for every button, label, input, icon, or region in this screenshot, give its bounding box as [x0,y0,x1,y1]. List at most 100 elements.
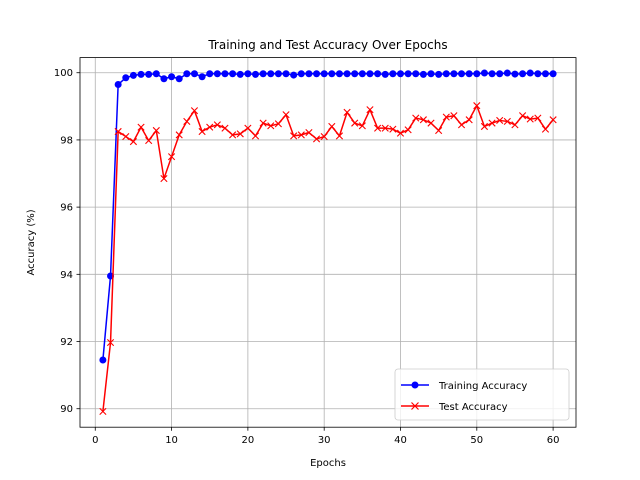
test-accuracy-point [435,126,443,135]
test-accuracy-point [412,114,420,122]
training-accuracy-point [534,70,542,78]
x-tick-label: 30 [318,435,331,446]
training-accuracy-point [351,70,359,78]
y-tick-label: 100 [54,68,73,79]
test-accuracy-point [549,116,557,124]
training-accuracy-point [297,70,305,78]
training-accuracy-point [328,70,336,78]
test-accuracy-point [122,132,130,141]
test-accuracy-point [290,132,298,140]
training-accuracy-point [473,70,481,78]
training-accuracy-point [343,70,351,78]
training-accuracy-point [526,69,534,77]
x-tick-label: 0 [92,435,98,446]
training-accuracy-point [511,70,519,78]
test-accuracy-point [419,116,427,124]
x-tick-label: 20 [242,435,255,446]
test-accuracy-point [343,108,351,116]
training-accuracy-point [488,70,496,78]
training-accuracy-point [374,70,382,78]
test-accuracy-point [137,123,145,131]
training-accuracy-point [160,75,168,83]
test-accuracy-point [145,137,153,145]
test-accuracy-point [427,119,435,127]
x-tick-label: 50 [470,435,483,446]
test-accuracy-point [213,121,221,129]
test-accuracy-point [335,132,344,140]
test-accuracy-point [183,117,191,126]
test-accuracy-point [457,121,466,129]
test-accuracy-point [320,132,328,141]
training-accuracy-point [221,70,229,78]
training-accuracy-point [274,70,282,78]
training-accuracy-point [267,70,275,78]
test-accuracy-point [221,124,229,132]
y-tick-label: 94 [60,270,73,281]
training-accuracy-point [282,70,290,78]
training-accuracy-point [313,70,321,78]
training-accuracy-point [137,70,145,78]
test-accuracy-point [175,131,183,139]
test-accuracy-point [450,112,458,120]
x-axis-label: Epochs [310,458,346,469]
legend-train-label: Training Accuracy [438,381,527,392]
x-tick-label: 40 [394,435,407,446]
test-accuracy-point [488,119,496,127]
training-accuracy-point [381,70,389,78]
test-accuracy-point [351,119,359,127]
plot-frame [79,57,577,428]
training-accuracy-point [145,70,153,78]
test-accuracy-point [167,153,176,161]
test-accuracy-point [358,122,366,130]
test-accuracy-point [152,126,160,135]
training-accuracy-point [412,70,420,78]
training-accuracy-point [168,73,176,81]
legend: Training Accuracy Test Accuracy [394,368,570,421]
training-accuracy-point [99,356,107,364]
training-accuracy-point [503,69,511,77]
legend-test-marker [411,402,419,410]
test-accuracy-point [259,119,267,127]
training-accuracy-point [358,70,366,78]
training-accuracy-point [229,70,237,78]
legend-test-label: Test Accuracy [438,402,508,413]
test-accuracy-point [374,124,382,132]
test-accuracy-point [129,138,138,146]
test-accuracy-point [381,124,389,132]
test-accuracy-point [328,122,336,131]
training-accuracy-point [389,70,397,78]
legend-box [394,368,570,421]
training-accuracy-point [549,70,557,78]
test-accuracy-point [251,132,260,140]
training-accuracy-point [129,71,137,79]
test-accuracy-line [102,104,554,412]
test-accuracy-point [396,129,405,137]
test-accuracy-point [236,130,244,138]
test-accuracy-point [534,114,542,122]
test-accuracy-point [480,122,489,131]
test-accuracy-point [114,127,122,136]
training-accuracy-point [183,70,191,78]
test-accuracy-point [99,407,107,415]
training-accuracy-point [114,80,122,88]
test-accuracy-point [503,117,511,126]
test-accuracy-point [518,112,527,120]
test-accuracy-point [312,135,321,143]
test-accuracy-point [305,128,313,137]
training-accuracy-point [236,70,244,78]
test-accuracy-point [297,131,305,139]
training-accuracy-point [198,73,206,81]
training-accuracy-point [335,70,343,78]
training-accuracy-point [190,70,198,78]
training-accuracy-point [152,70,160,78]
training-accuracy-point [252,70,260,78]
training-accuracy-line [102,72,554,361]
training-accuracy-point [244,70,252,78]
test-accuracy-point [526,115,534,123]
test-accuracy-point [244,124,252,132]
legend-train-marker [411,381,419,389]
test-accuracy-point [389,125,397,133]
test-accuracy-point [267,122,275,130]
test-accuracy-point [198,127,206,136]
y-tick-label: 98 [60,135,73,146]
